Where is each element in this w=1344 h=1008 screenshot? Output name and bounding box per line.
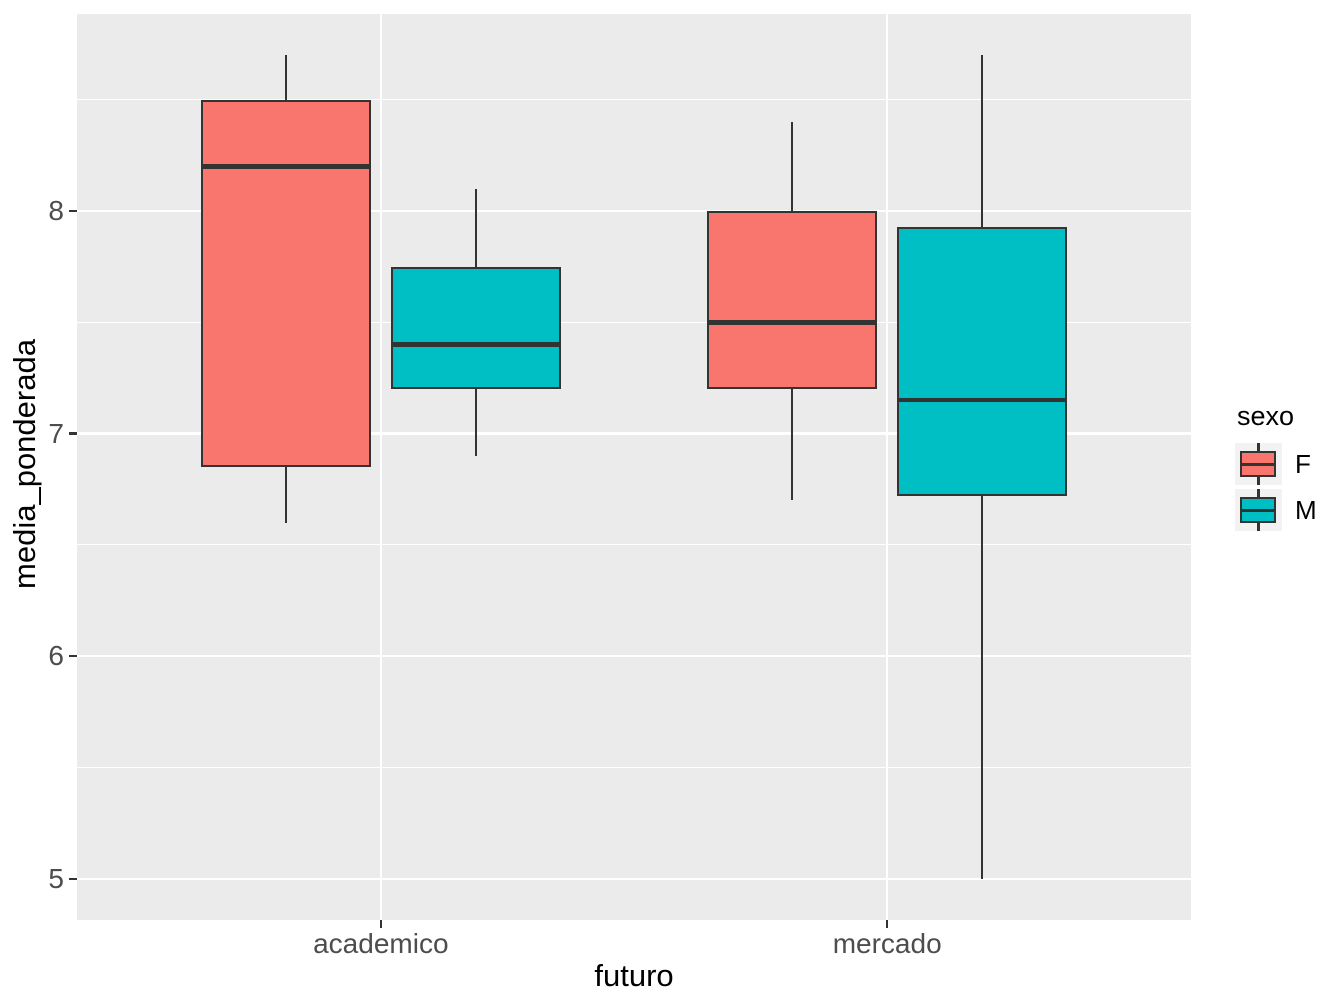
legend-label-M: M [1295,495,1317,525]
y-tick-mark [69,877,77,881]
y-tick-label: 5 [48,862,64,894]
legend-boxplot-glyph-median [1240,462,1276,466]
boxplot-mercado-F-upper-whisker [790,121,794,211]
legend-entry-M: M [1235,489,1344,531]
boxplot-mercado-M-median [897,397,1068,403]
boxplot-mercado-F-median [707,320,878,325]
legend-entry-F: F [1235,443,1344,485]
y-tick-label: 8 [48,195,64,226]
gridline-minor [77,321,1191,323]
legend-label-F: F [1295,449,1311,479]
x-tick-label-mercado: mercado [832,928,942,959]
boxplot-academico-F-median [200,164,371,169]
y-tick-mark [69,209,77,213]
gridline-major [77,432,1191,435]
y-tick-label: 7 [48,417,64,449]
boxplot-academico-F-upper-whisker [284,55,288,100]
boxplot-academico-F-box [200,99,371,467]
gridline-major [77,877,1191,881]
boxplot-academico-M-lower-whisker [474,389,478,456]
legend-boxplot-glyph-median [1240,508,1276,512]
gridline-vertical-major [379,14,383,920]
y-tick-mark [69,654,77,658]
gridline-minor [77,544,1191,546]
boxplot-mercado-M-lower-whisker [980,495,984,879]
boxplot-mercado-M-box [897,226,1068,496]
gridline-major [77,654,1191,658]
boxplot-mercado-F-lower-whisker [790,389,794,501]
gridline-vertical-major [885,14,889,920]
x-axis-title: futuro [594,958,674,993]
legend-title: sexo [1237,401,1295,431]
boxplot-mercado-M-upper-whisker [980,55,984,227]
y-axis-title: media_ponderada [7,339,42,589]
boxplot-mercado-F-box [707,211,878,390]
legend-key-swatch [1235,443,1282,485]
y-tick-mark [69,432,77,435]
boxplot-academico-F-lower-whisker [284,467,288,523]
gridline-major [77,209,1191,213]
boxplot-academico-M-upper-whisker [474,188,478,267]
boxplot-academico-M-median [390,342,561,347]
x-tick-label-academico: academico [313,928,449,959]
x-tick-mark [379,920,383,928]
boxplot-academico-M-box [390,266,561,390]
y-tick-label: 6 [48,640,64,672]
x-tick-mark [885,920,889,928]
gridline-minor [77,99,1191,101]
gridline-minor [77,766,1191,769]
legend-key-swatch [1235,489,1282,531]
